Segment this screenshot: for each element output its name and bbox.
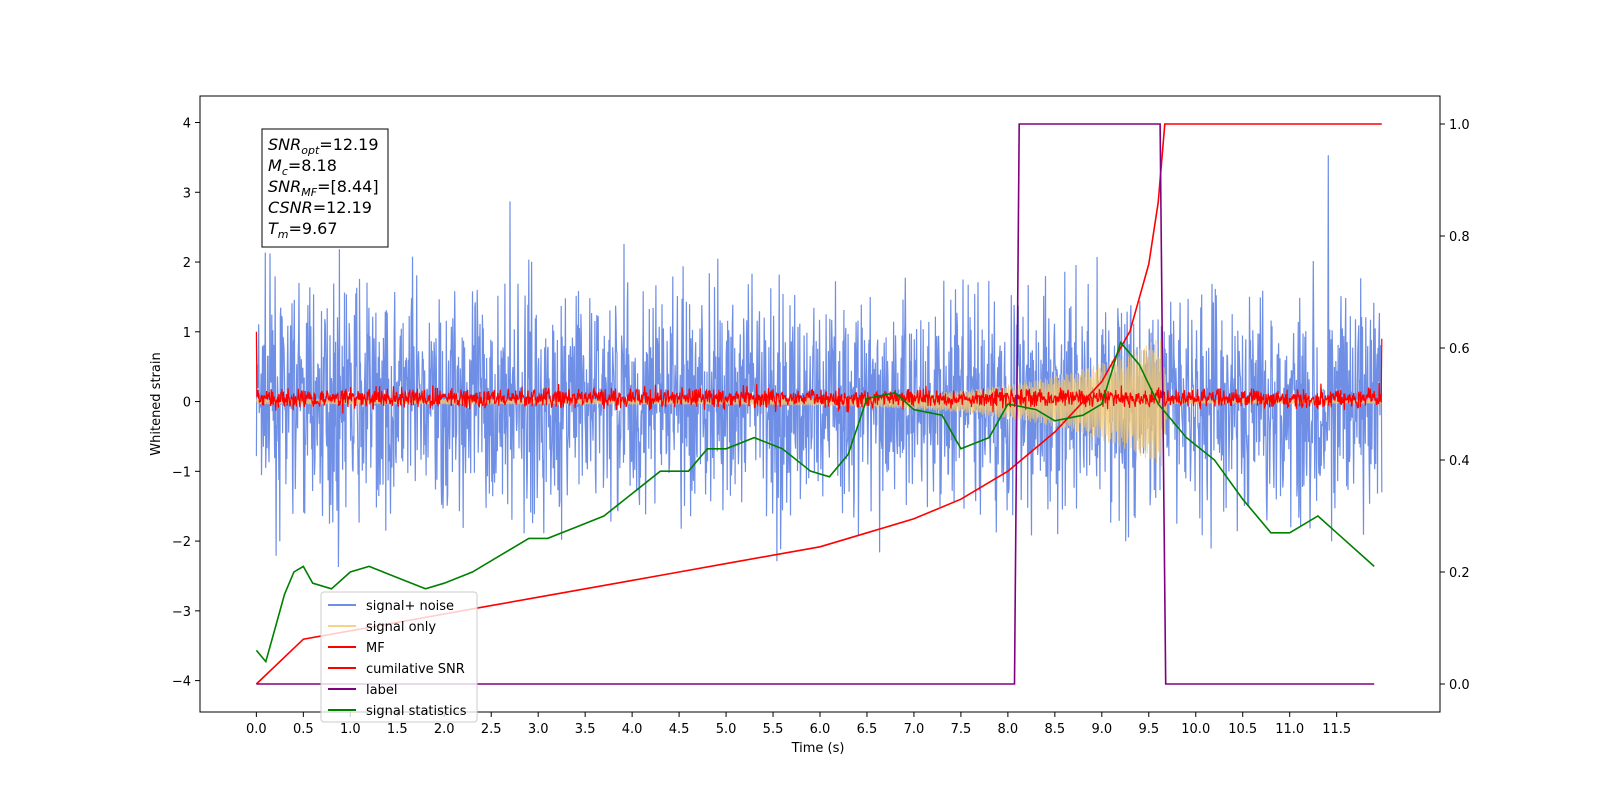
x-tick-label: 8.0: [998, 722, 1019, 737]
annotation-line: Mc=8.18: [268, 156, 337, 178]
annotation-value: =[8.44]: [317, 177, 379, 196]
annotation-subscript: MF: [301, 186, 317, 199]
y2-tick-label: 1.0: [1449, 118, 1470, 133]
y2-tick-label: 0.2: [1449, 566, 1470, 581]
x-tick-label: 9.5: [1138, 722, 1159, 737]
x-tick-label: 7.5: [951, 722, 972, 737]
x-tick-label: 11.0: [1275, 722, 1304, 737]
x-tick-label: 4.5: [669, 722, 690, 737]
y2-tick-label: 0.4: [1449, 454, 1470, 469]
y-tick-label: −1: [172, 465, 191, 480]
annotation-value: =12.19: [313, 198, 372, 217]
annotation-line: SNRMF=[8.44]: [268, 177, 379, 199]
x-tick-label: 7.0: [904, 722, 925, 737]
annotation-value: =8.18: [288, 156, 337, 175]
annotation-line: CSNR=12.19: [268, 198, 372, 217]
annotation-symbol: T: [268, 219, 279, 238]
x-tick-label: 2.5: [481, 722, 502, 737]
x-tick-label: 10.0: [1181, 722, 1210, 737]
y-axis-label: Whitened strain: [149, 352, 164, 455]
annotation-symbol: SNR: [268, 135, 301, 154]
annotation-box-frame: [261, 128, 389, 248]
y-tick-label: 4: [183, 117, 191, 132]
y-tick-label: −3: [172, 605, 191, 620]
annotation-subscript: opt: [301, 144, 320, 157]
x-tick-label: 5.0: [716, 722, 737, 737]
y-tick-label: −4: [172, 675, 191, 690]
series-mf: [255, 331, 1383, 414]
legend-label-mf: MF: [366, 641, 385, 656]
legend-label-cumilative-snr: cumilative SNR: [366, 662, 465, 677]
annotation-subscript: c: [282, 165, 288, 178]
y-axis-ticks: 4 3 2 1 0 −1 −2 −3 −4: [172, 117, 200, 690]
annotation-symbol: SNR: [268, 177, 301, 196]
y-tick-label: 3: [183, 186, 191, 201]
y2-tick-label: 0.0: [1449, 678, 1470, 693]
y2-axis-ticks: 1.0 0.8 0.6 0.4 0.2 0.0: [1440, 118, 1470, 693]
y2-tick-label: 0.6: [1449, 342, 1470, 357]
x-tick-label: 1.0: [340, 722, 361, 737]
y-tick-label: 0: [183, 396, 191, 411]
series-signal-statistics: [255, 340, 1375, 664]
x-tick-label: 1.5: [387, 722, 408, 737]
annotation-line: SNRopt=12.19: [268, 135, 379, 157]
x-tick-label: 11.5: [1322, 722, 1351, 737]
y-tick-label: −2: [172, 535, 191, 550]
legend-label-label: label: [366, 683, 397, 698]
annotation-symbol: M: [268, 156, 282, 175]
x-tick-label: 2.0: [434, 722, 455, 737]
x-tick-label: 3.0: [528, 722, 549, 737]
x-tick-label: 4.0: [622, 722, 643, 737]
x-tick-label: 8.5: [1045, 722, 1066, 737]
annotation-value: =12.19: [319, 135, 378, 154]
legend-label-signal-noise: signal+ noise: [366, 599, 454, 614]
y-tick-label: 1: [183, 326, 191, 341]
x-tick-label: 0.5: [293, 722, 314, 737]
y2-tick-label: 0.8: [1449, 230, 1470, 245]
x-tick-label: 3.5: [575, 722, 596, 737]
y-tick-label: 2: [183, 256, 191, 271]
legend-frame: [320, 591, 478, 723]
x-axis-ticks: 0.0 0.5 1.0 1.5 2.0 2.5 3.0 3.5 4.0 4.5 5.0 5.5 6.0 6…: [246, 712, 1351, 737]
x-tick-label: 10.5: [1228, 722, 1257, 737]
x-tick-label: 9.0: [1091, 722, 1112, 737]
legend: signal+ noise signal only MF cumilative SNR…: [320, 591, 478, 723]
x-tick-label: 6.0: [810, 722, 831, 737]
annotation-box: SNRopt=12.19Mc=8.18SNRMF=[8.44]CSNR=12.1…: [261, 128, 389, 248]
x-tick-label: 6.5: [857, 722, 878, 737]
x-axis-label: Time (s): [791, 741, 845, 756]
annotation-symbol: CSNR: [268, 198, 313, 217]
annotation-value: =9.67: [289, 219, 338, 238]
legend-label-signal-statistics: signal statistics: [366, 704, 467, 719]
series-label: [256, 123, 1375, 685]
annotation-line: Tm=9.67: [268, 219, 338, 241]
x-tick-label: 5.5: [763, 722, 784, 737]
x-tick-label: 0.0: [246, 722, 267, 737]
legend-label-signal-only: signal only: [366, 620, 436, 635]
annotation-subscript: m: [278, 228, 289, 241]
